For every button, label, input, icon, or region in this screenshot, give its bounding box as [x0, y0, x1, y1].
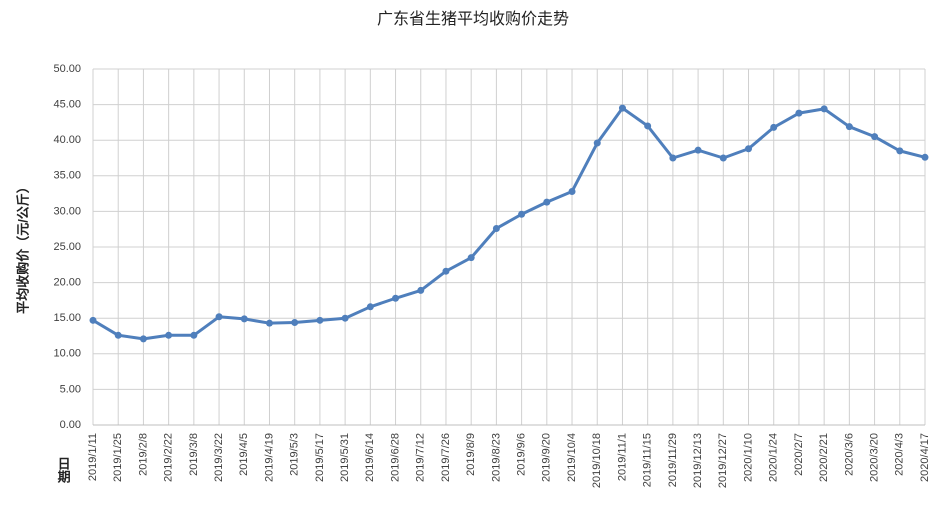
marker	[492, 224, 500, 232]
x-tick-label: 2019/11/1	[616, 433, 628, 481]
marker	[593, 139, 601, 147]
x-tick-label: 2020/1/10	[742, 433, 754, 482]
x-tick-label: 2019/11/29	[667, 433, 679, 487]
marker	[518, 210, 526, 218]
marker	[745, 145, 753, 153]
chart-title: 广东省生猪平均收购价走势	[377, 10, 569, 28]
marker	[417, 286, 425, 294]
marker	[543, 198, 551, 206]
x-tick-label: 2019/8/23	[490, 433, 502, 482]
marker	[114, 331, 122, 339]
marker	[165, 331, 173, 339]
x-tick-label: 2019/12/13	[692, 433, 704, 488]
x-tick-label: 2019/4/5	[238, 433, 250, 476]
marker	[265, 319, 273, 327]
x-tick-label: 2019/3/8	[188, 433, 200, 476]
marker	[139, 335, 147, 343]
x-tick-label: 2020/2/21	[818, 433, 830, 482]
x-tick-label: 2020/4/3	[894, 433, 906, 476]
marker	[190, 331, 198, 339]
x-tick-label: 2019/1/25	[112, 433, 124, 482]
x-tick-label: 2019/10/18	[591, 433, 603, 488]
x-tick-label: 2019/5/17	[314, 433, 326, 482]
x-tick-label: 2019/8/9	[465, 433, 477, 476]
marker	[215, 313, 223, 321]
line	[92, 106, 926, 341]
x-tick-label: 2019/4/19	[263, 433, 275, 482]
x-tick-label: 2019/2/22	[163, 433, 175, 482]
x-tick-label: 2019/1/11	[87, 433, 99, 481]
x-tick-label: 2019/3/22	[213, 433, 225, 482]
x-tick-label: 2019/9/6	[516, 433, 528, 476]
x-tick-label: 2019/2/8	[137, 433, 149, 476]
y-tick-label: 10.00	[53, 348, 81, 360]
marker	[644, 122, 652, 130]
marker	[770, 123, 778, 131]
marker	[669, 154, 677, 162]
x-axis-title: 日期	[56, 457, 71, 484]
x-tick-label: 2019/7/26	[440, 433, 452, 482]
x-tick-label: 2019/6/14	[364, 433, 376, 482]
y-tick-label: 40.00	[53, 134, 81, 146]
marker	[921, 153, 929, 161]
y-tick-label: 50.00	[53, 63, 81, 75]
x-tick-label: 2020/1/24	[768, 433, 780, 482]
marker	[568, 187, 576, 195]
marker	[618, 104, 626, 112]
x-tick-label: 2019/7/12	[415, 433, 427, 482]
x-tick-label: 2020/3/20	[868, 433, 880, 482]
marker	[896, 147, 904, 155]
marker	[316, 316, 324, 324]
marker	[795, 109, 803, 117]
marker	[366, 303, 374, 311]
marker	[291, 318, 299, 326]
marker	[341, 314, 349, 322]
y-tick-label: 20.00	[53, 277, 81, 289]
y-tick-label: 0.00	[60, 419, 81, 431]
y-tick-label: 45.00	[53, 99, 81, 111]
x-tick-label: 2019/9/20	[541, 433, 553, 482]
x-tick-label: 2019/6/28	[389, 433, 401, 482]
x-tick-label: 2020/3/6	[843, 433, 855, 476]
y-tick-label: 35.00	[53, 170, 81, 182]
x-tick-label: 2019/5/31	[339, 433, 351, 482]
marker	[845, 123, 853, 131]
x-tick-label: 2020/2/7	[793, 433, 805, 476]
x-tick-label: 2019/10/4	[566, 433, 578, 482]
marker	[467, 254, 475, 262]
marker	[240, 315, 248, 323]
y-tick-label: 30.00	[53, 205, 81, 217]
x-tick-label: 2019/12/27	[717, 433, 729, 488]
marker	[719, 154, 727, 162]
x-tick-label: 2019/5/3	[289, 433, 301, 476]
marker	[89, 316, 97, 324]
marker	[871, 133, 879, 141]
marker	[820, 105, 828, 113]
y-tick-label: 25.00	[53, 241, 81, 253]
marker	[694, 146, 702, 154]
y-axis-title: 平均收购价（元/公斤）	[15, 180, 30, 314]
y-tick-label: 15.00	[53, 312, 81, 324]
y-tick-label: 5.00	[60, 383, 81, 395]
marker	[442, 267, 450, 275]
marker	[392, 294, 400, 302]
x-tick-label: 2020/4/17	[919, 433, 931, 482]
x-tick-label: 2019/11/15	[642, 433, 654, 487]
